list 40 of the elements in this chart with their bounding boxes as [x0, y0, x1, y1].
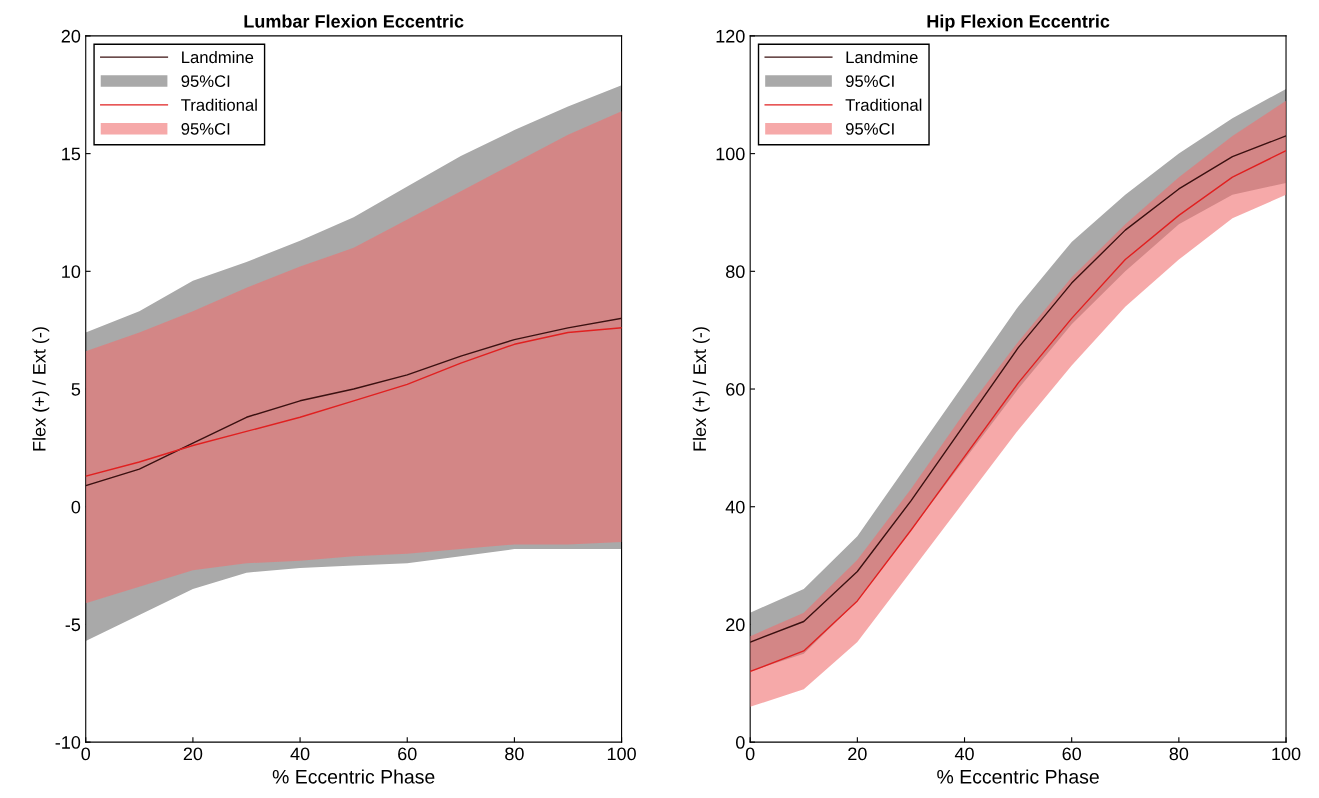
y-tick-label: 5	[71, 383, 81, 396]
legend-label: 95%CI	[845, 75, 894, 88]
y-axis-title: Flex (+) / Ext (-)	[692, 327, 710, 451]
x-tick-label: 20	[848, 747, 867, 761]
x-tick-label: 100	[607, 747, 636, 761]
x-axis-title: % Eccentric Phase	[272, 769, 435, 784]
legend-label: 95%CI	[181, 122, 230, 135]
x-tick-label: 80	[505, 747, 524, 761]
y-tick-label: 0	[735, 736, 745, 749]
x-axis-title: % Eccentric Phase	[937, 769, 1099, 784]
y-tick-label: -5	[65, 618, 81, 632]
x-tick-label: 40	[954, 747, 974, 761]
x-tick-label: 80	[1169, 747, 1189, 761]
y-tick-label: -10	[55, 736, 81, 749]
x-tick-label: 40	[290, 747, 310, 761]
y-tick-label: 10	[62, 265, 81, 279]
x-tick-label: 60	[398, 747, 417, 761]
y-tick-label: 20	[726, 618, 745, 632]
legend-label: Landmine	[182, 50, 254, 64]
legend-label: Traditional	[181, 98, 257, 111]
chart-title: Lumbar Flexion Eccentric	[244, 14, 464, 28]
x-tick-label: 0	[81, 747, 91, 761]
y-tick-label: 60	[726, 382, 745, 396]
x-tick-label: 20	[183, 747, 203, 761]
y-tick-label: 0	[71, 500, 81, 514]
legend-label: Traditional	[845, 98, 922, 111]
legend-label: Landmine	[846, 50, 918, 64]
legend-label: 95%CI	[845, 122, 894, 135]
y-tick-label: 120	[716, 29, 745, 43]
y-tick-label: 100	[716, 147, 745, 161]
y-tick-label: 15	[62, 147, 81, 161]
y-tick-label: 80	[726, 265, 745, 279]
x-tick-label: 60	[1062, 747, 1082, 761]
legend-label: 95%CI	[181, 75, 230, 88]
x-tick-label: 100	[1272, 747, 1301, 761]
x-tick-label: 0	[745, 747, 755, 761]
y-axis-title: Flex (+) / Ext (-)	[32, 327, 50, 451]
y-tick-label: 40	[725, 500, 745, 514]
chart-title: Hip Flexion Eccentric	[927, 14, 1110, 32]
y-tick-label: 20	[61, 29, 81, 43]
